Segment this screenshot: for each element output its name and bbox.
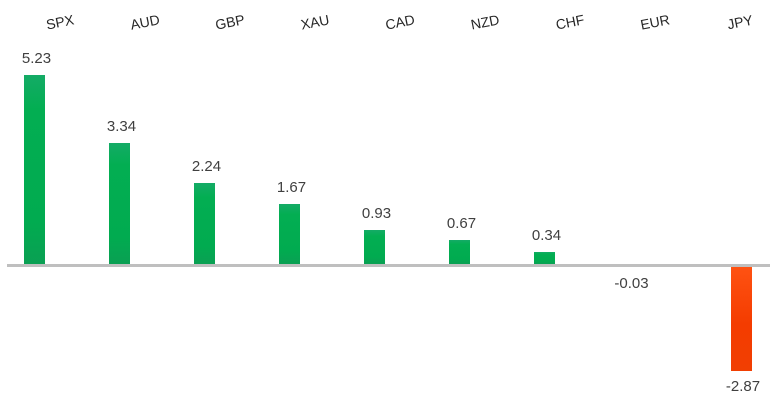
category-label-nzd: NZD [469,11,501,33]
bar-spx [24,74,45,264]
category-label-gbp: GBP [213,11,247,33]
bar-chf [534,251,555,264]
value-label-xau: 1.67 [276,178,307,196]
bar-nzd [449,239,470,264]
category-label-xau: XAU [299,11,331,33]
bar-cad [364,230,385,264]
category-label-aud: AUD [128,11,162,33]
bar-aud [109,143,130,264]
bar-xau [279,203,300,264]
category-label-chf: CHF [554,11,586,33]
value-label-aud: 3.34 [106,118,137,136]
value-label-jpy: -2.87 [725,377,761,395]
bar-jpy [730,267,752,371]
category-label-cad: CAD [383,11,417,33]
axis-baseline [7,264,770,267]
value-label-nzd: 0.67 [446,214,477,232]
value-label-eur: -0.03 [614,275,649,293]
value-label-chf: 0.34 [531,226,562,244]
category-label-eur: EUR [638,11,672,33]
category-label-spx: SPX [44,11,76,33]
value-label-cad: 0.93 [361,205,392,223]
value-label-gbp: 2.24 [191,157,222,175]
category-label-jpy: JPY [725,11,755,33]
bar-gbp [194,182,215,264]
value-label-spx: 5.23 [21,49,52,67]
